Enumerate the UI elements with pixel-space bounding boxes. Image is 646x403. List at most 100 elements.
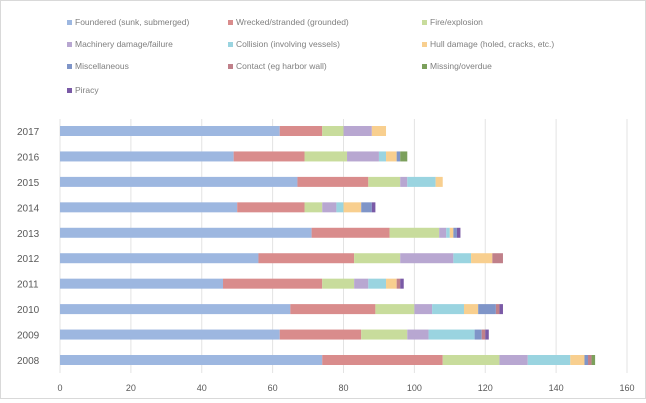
legend-swatch-1: [228, 20, 233, 25]
legend-swatch-2: [422, 20, 427, 25]
legend-label-3: Machinery damage/failure: [75, 39, 173, 49]
bar-2013-series-6: [453, 227, 457, 238]
bar-2013-series-0: [60, 227, 312, 238]
x-tick-label-140: 140: [549, 383, 564, 393]
bar-2015-series-1: [297, 176, 369, 187]
bar-2013-series-4: [446, 227, 450, 238]
bar-2009-series-0: [60, 329, 280, 340]
bar-2014-series-2: [304, 202, 323, 213]
bar-2012-series-2: [354, 253, 401, 264]
bar-2010-series-6: [478, 304, 496, 315]
bar-2013-series-3: [439, 227, 447, 238]
bar-2012-series-0: [60, 253, 259, 264]
y-tick-label-2012: 2012: [17, 254, 40, 265]
bar-2008-series-1: [322, 355, 443, 365]
bar-2008-series-4: [527, 355, 571, 365]
x-tick-label-60: 60: [268, 383, 278, 393]
legend-label-2: Fire/explosion: [430, 17, 483, 27]
bar-2015-series-3: [400, 176, 408, 187]
x-tick-label-40: 40: [197, 383, 207, 393]
bar-2010-series-0: [60, 304, 291, 315]
bar-2016-series-2: [304, 151, 348, 162]
legend-label-5: Hull damage (holed, cracks, etc.): [430, 39, 554, 49]
bar-2010-series-3: [414, 304, 433, 315]
bar-2013-series-1: [311, 227, 390, 238]
legend-label-9: Piracy: [75, 85, 99, 95]
y-tick-label-2010: 2010: [17, 305, 40, 316]
legend-label-8: Missing/overdue: [430, 61, 492, 71]
bar-2008-series-2: [442, 355, 500, 365]
bar-2011-series-2: [322, 278, 355, 289]
bar-2008-series-3: [499, 355, 528, 365]
bar-2017-series-1: [279, 126, 323, 136]
bar-2014-series-4: [336, 202, 344, 213]
bar-2014-series-0: [60, 202, 238, 213]
legend-swatch-6: [67, 64, 72, 69]
bar-2017-series-2: [322, 126, 344, 136]
x-tick-label-0: 0: [57, 383, 62, 393]
y-tick-label-2013: 2013: [17, 229, 40, 240]
bar-2010-series-4: [432, 304, 464, 315]
bar-2013-series-2: [389, 227, 440, 238]
y-tick-label-2011: 2011: [17, 280, 39, 291]
bar-2009-series-7: [481, 329, 486, 340]
bar-2008-series-7: [588, 355, 592, 365]
bar-2017-series-0: [60, 126, 280, 136]
bar-2016-series-8: [400, 151, 408, 162]
legend-swatch-3: [67, 42, 72, 47]
bar-2016-series-1: [233, 151, 305, 162]
y-tick-label-2009: 2009: [17, 331, 40, 342]
bar-2014-series-3: [322, 202, 337, 213]
legend-label-7: Contact (eg harbor wall): [236, 61, 327, 71]
bar-2016-series-3: [347, 151, 379, 162]
y-tick-label-2017: 2017: [17, 127, 40, 138]
x-tick-label-80: 80: [338, 383, 348, 393]
bar-2010-series-7: [495, 304, 500, 315]
legend-label-4: Collision (involving vessels): [236, 39, 340, 49]
bar-2010-series-1: [290, 304, 376, 315]
bar-2016-series-5: [386, 151, 397, 162]
bar-2017-series-3: [343, 126, 372, 136]
bar-2009-series-4: [428, 329, 475, 340]
bar-2011-series-1: [223, 278, 323, 289]
bar-2010-series-5: [463, 304, 479, 315]
bar-2011-series-7: [396, 278, 401, 289]
bar-2015-series-5: [435, 176, 443, 187]
bar-2008-series-0: [60, 355, 323, 365]
bar-2010-series-9: [499, 304, 503, 315]
bar-2016-series-0: [60, 151, 234, 162]
x-tick-label-160: 160: [619, 383, 634, 393]
bar-2011-series-9: [400, 278, 404, 289]
y-tick-label-2014: 2014: [17, 203, 40, 214]
y-tick-label-2016: 2016: [17, 152, 40, 163]
bar-2010-series-2: [375, 304, 415, 315]
legend-label-0: Foundered (sunk, submerged): [75, 17, 190, 27]
bar-2013-series-9: [456, 227, 461, 238]
bar-2009-series-3: [407, 329, 429, 340]
bar-2014-series-1: [237, 202, 305, 213]
bar-2009-series-9: [485, 329, 489, 340]
bar-2011-series-3: [354, 278, 369, 289]
bar-2008-series-5: [570, 355, 585, 365]
bar-2015-series-4: [407, 176, 436, 187]
bar-2008-series-8: [591, 355, 596, 365]
legend-swatch-9: [67, 88, 72, 93]
legend-swatch-4: [228, 42, 233, 47]
x-tick-label-20: 20: [126, 383, 136, 393]
legend-label-1: Wrecked/stranded (grounded): [236, 17, 349, 27]
bar-2014-series-6: [361, 202, 372, 213]
y-tick-label-2008: 2008: [17, 356, 40, 367]
x-tick-label-100: 100: [407, 383, 422, 393]
bar-2015-series-2: [368, 176, 401, 187]
legend-swatch-5: [422, 42, 427, 47]
bar-2016-series-6: [396, 151, 401, 162]
bar-2009-series-2: [361, 329, 408, 340]
bar-2011-series-0: [60, 278, 224, 289]
bar-2009-series-6: [474, 329, 482, 340]
bar-2012-series-1: [258, 253, 355, 264]
bar-2015-series-0: [60, 176, 298, 187]
bar-2008-series-6: [584, 355, 589, 365]
bar-2017-series-5: [371, 126, 387, 136]
